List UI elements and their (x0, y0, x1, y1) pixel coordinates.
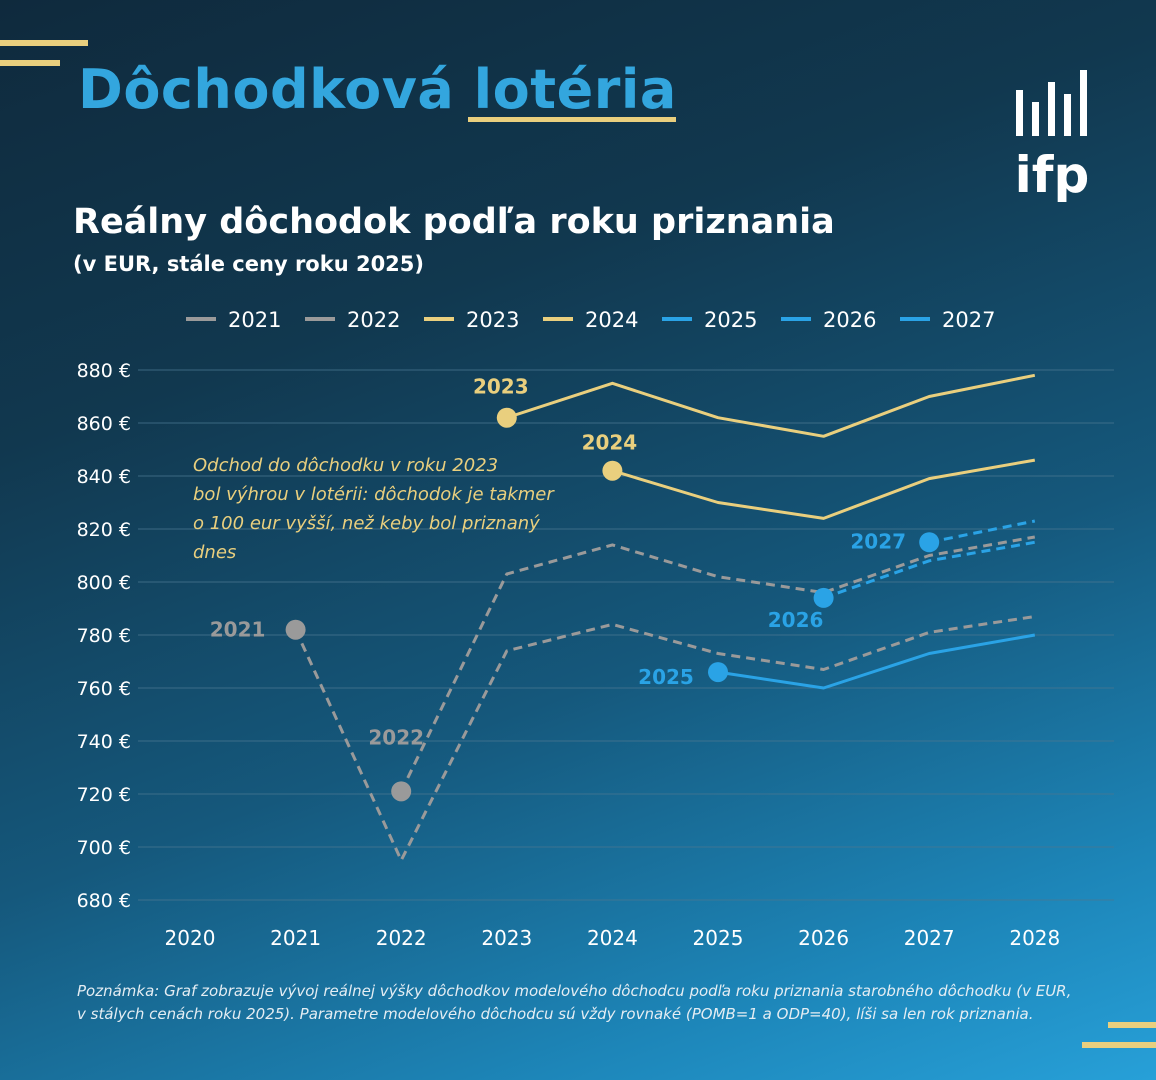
logo-text: ifp (1015, 146, 1090, 202)
series-line-2025 (717, 633, 1036, 690)
series-line-2022 (399, 535, 1036, 793)
decor-bar-top-2 (0, 60, 60, 66)
marker-label-2024: 2024 (582, 431, 638, 455)
y-tick-label: 840 € (77, 466, 131, 488)
legend-label-2024: 2024 (585, 308, 638, 332)
series-line-2024 (611, 458, 1036, 520)
y-tick-label: 820 € (77, 519, 131, 541)
x-tick-label: 2028 (1009, 926, 1060, 950)
legend-label-2025: 2025 (704, 308, 757, 332)
y-tick-label: 760 € (77, 678, 131, 700)
x-tick-label: 2023 (481, 926, 532, 950)
legend-label-2022: 2022 (347, 308, 400, 332)
annotation-line: dnes (193, 542, 236, 563)
series-line-2023 (506, 373, 1036, 438)
page-title: Dôchodková lotéria (78, 58, 677, 121)
marker-label-2022: 2022 (368, 725, 424, 749)
x-tick-label: 2026 (798, 926, 849, 950)
legend-label-2026: 2026 (823, 308, 876, 332)
marker-2021 (285, 619, 306, 640)
marker-2025 (708, 662, 728, 683)
series-line-2027 (928, 519, 1036, 544)
x-axis-ticks: 2020 2021 2022 2023 2024 2025 2026 2027 2028 (165, 926, 1061, 950)
series-lines (294, 373, 1036, 862)
legend-label-2027: 2027 (942, 308, 995, 332)
y-tick-label: 720 € (77, 784, 131, 806)
ifp-logo: ifp (1015, 70, 1090, 202)
series-markers: 2021 2022 2023 2024 2025 2026 2027 (210, 375, 940, 802)
marker-2024 (602, 460, 623, 481)
marker-2022 (391, 781, 412, 802)
chart-subtitle: (v EUR, stále ceny roku 2025) (73, 252, 425, 276)
x-tick-label: 2021 (270, 926, 321, 950)
series-line-2026 (823, 540, 1036, 600)
title-underline (468, 117, 676, 122)
y-tick-label: 700 € (77, 837, 131, 859)
legend: 2021 2022 2023 2024 2025 2026 2027 (186, 308, 995, 332)
x-tick-label: 2022 (376, 926, 427, 950)
x-tick-label: 2020 (165, 926, 216, 950)
y-tick-label: 740 € (77, 731, 131, 753)
marker-label-2021: 2021 (210, 618, 266, 642)
decor-bar-bottom-1 (1108, 1022, 1156, 1028)
annotation-line: bol výhrou v lotérii: dôchodok je takmer (193, 484, 555, 505)
title-part-2: lotéria (473, 58, 677, 121)
footnote: Poznámka: Graf zobrazuje vývoj reálnej v… (77, 982, 1072, 1023)
legend-label-2023: 2023 (466, 308, 519, 332)
x-tick-label: 2025 (693, 926, 744, 950)
y-axis-ticks: 680 € 700 € 720 € 740 € 760 € 780 € 800 € 820 €… (77, 360, 131, 912)
marker-2023 (496, 407, 517, 428)
marker-label-2023: 2023 (473, 375, 529, 399)
title-part-1: Dôchodková (78, 58, 455, 121)
x-tick-label: 2027 (904, 926, 955, 950)
y-tick-label: 860 € (77, 413, 131, 435)
decor-bar-bottom-2 (1082, 1042, 1156, 1048)
marker-label-2027: 2027 (850, 529, 906, 553)
marker-label-2026: 2026 (768, 608, 824, 632)
y-tick-label: 680 € (77, 890, 131, 912)
x-tick-label: 2024 (587, 926, 638, 950)
annotation-line: Odchod do dôchodku v roku 2023 (193, 455, 498, 476)
annotation-line: o 100 eur vyšší, než keby bol priznaný (193, 513, 540, 534)
y-tick-label: 780 € (77, 625, 131, 647)
marker-2026 (813, 587, 834, 608)
y-tick-label: 800 € (77, 572, 131, 594)
legend-label-2021: 2021 (228, 308, 281, 332)
annotation: Odchod do dôchodku v roku 2023 bol výhrou… (193, 455, 555, 563)
series-line-2021 (294, 615, 1036, 862)
chart-title: Reálny dôchodok podľa roku priznania (73, 202, 835, 242)
y-tick-label: 880 € (77, 360, 131, 382)
marker-2027 (919, 532, 940, 553)
marker-label-2025: 2025 (638, 665, 694, 689)
decor-bar-top-1 (0, 40, 88, 46)
